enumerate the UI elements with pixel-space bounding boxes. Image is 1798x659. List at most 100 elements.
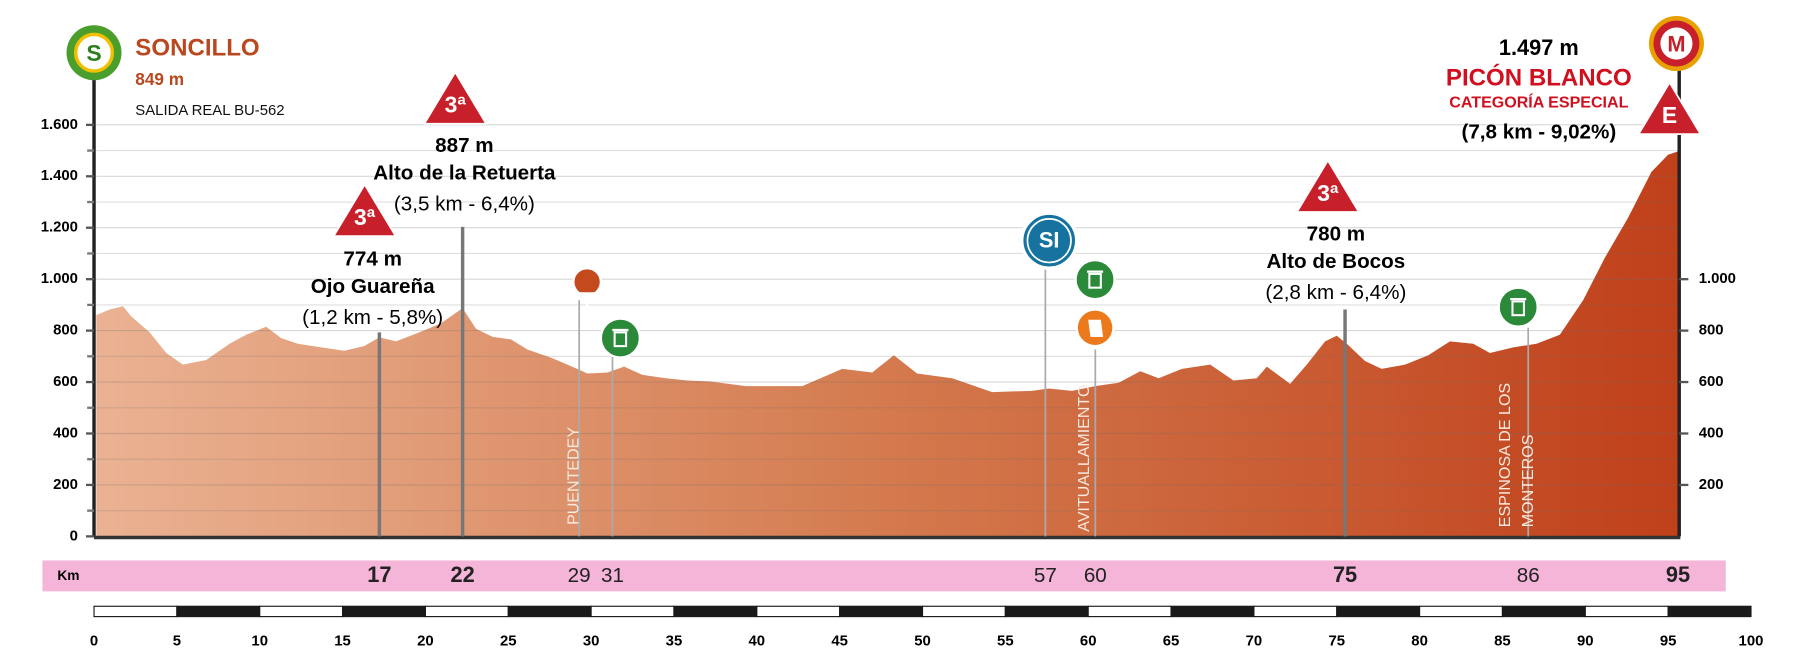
climb-elevation: 780 m [1307,222,1365,245]
start-icon: S [86,40,101,66]
finish-category-icon [1637,81,1702,135]
scale-segment [1253,605,1338,618]
climb-name: Ojo Guareña [311,275,435,298]
x-tick-label: 95 [1660,634,1677,650]
y-tick-label: 1.000 [41,271,78,287]
x-tick-label: 5 [173,634,181,650]
start-inner [73,32,115,73]
scale-segment [259,605,344,618]
food-bag [1088,319,1104,337]
finish-inner [1660,27,1693,60]
x-tick-label: 70 [1246,634,1263,650]
y2-tick-label: 400 [1699,425,1724,441]
scale-segment [1004,605,1089,618]
finish-detail: (7,8 km - 9,02%) [1461,120,1616,143]
climb-icon [332,183,397,237]
climb-icon [423,71,488,125]
x-tick-label: 100 [1739,634,1764,650]
km-label: 29 [568,564,591,587]
scale-segment [93,605,178,618]
y-tick-label: 400 [53,425,78,441]
bin-icon [1074,259,1116,301]
scale-segment [424,605,509,618]
scale-segment [756,605,841,618]
x-tick-label: 50 [914,634,931,650]
bin-body [613,331,628,348]
elevation-area [96,151,1679,537]
km-label: 60 [1084,564,1107,587]
x-tick-label: 60 [1080,634,1097,650]
scale-segment [839,605,924,618]
climb-elevation: 774 m [343,248,401,271]
start-name: SONCILLO [135,35,259,62]
km-label: 22 [451,562,475,587]
x-tick-label: 10 [251,634,268,650]
sprint-ring-inner [1026,218,1072,264]
place-label: AVITUALLAMIENTO [1075,385,1093,532]
bin-icon [599,317,641,359]
pin-tail [579,292,596,308]
x-tick-label: 35 [666,634,683,650]
scale-segment [1584,605,1669,618]
layer: 02004006008001.0001.2001.4001.6002004006… [41,16,1764,650]
scale-segment [1087,605,1172,618]
km-label: 17 [367,562,391,587]
scale-segment [1419,605,1504,618]
km-label: 75 [1333,562,1357,587]
scale-segment [341,605,426,618]
x-tick-label: 0 [90,634,98,650]
km-label: 95 [1666,562,1690,587]
finish-icon: M [1667,32,1685,57]
place-label: MONTEROS [1519,435,1537,528]
y-tick-label: 1.200 [41,220,78,236]
sprint-ring [1019,211,1079,270]
bin-icon [1497,286,1539,328]
x-tick-label: 80 [1411,634,1428,650]
scale-segment [1336,605,1421,618]
bin-body [1088,272,1102,289]
x-tick-label: 45 [831,634,848,650]
x-tick-label: 90 [1577,634,1594,650]
scale-segment [921,605,1006,618]
x-tick-label: 65 [1163,634,1180,650]
km-label: 31 [601,564,624,587]
climb-detail: (1,2 km - 5,8%) [302,306,443,329]
x-tick-label: 75 [1328,634,1345,650]
climb-name: Alto de la Retuerta [373,162,556,185]
pin-icon [572,267,603,297]
x-tick-label: 20 [417,634,434,650]
km-label: 57 [1034,564,1057,587]
y2-tick-label: 200 [1699,477,1724,493]
climb-icon [1296,159,1360,213]
km-axis-label: Km [57,568,79,583]
climb-category: 3ª [354,204,376,230]
x-tick-label: 40 [749,634,766,650]
km-label: 86 [1517,564,1540,587]
y2-tick-label: 1.000 [1699,271,1736,287]
bin-body [1511,300,1525,317]
sprint-icon: SI [1039,228,1060,253]
start-note: SALIDA REAL BU-562 [135,103,284,119]
scale-segment [176,605,261,618]
y-tick-label: 800 [53,323,78,339]
y-tick-label: 600 [53,374,78,390]
climb-name: Alto de Bocos [1267,250,1406,273]
y-tick-label: 1.400 [41,168,78,184]
y-tick-label: 1.600 [41,117,78,133]
y2-tick-label: 800 [1699,323,1724,339]
start-elevation: 849 m [135,69,184,89]
finish-name: PICÓN BLANCO [1446,63,1632,91]
finish-category: CATEGORÍA ESPECIAL [1449,92,1628,111]
scale-segment [673,605,758,618]
y-tick-label: 0 [70,528,78,544]
climb-category: 3ª [1317,180,1339,206]
scale-segment [590,605,675,618]
y2-tick-label: 600 [1699,374,1724,390]
climb-category: 3ª [445,92,467,118]
scale-segment [507,605,592,618]
x-tick-label: 25 [500,634,517,650]
km-band [42,560,1726,592]
x-tick-label: 55 [997,634,1014,650]
